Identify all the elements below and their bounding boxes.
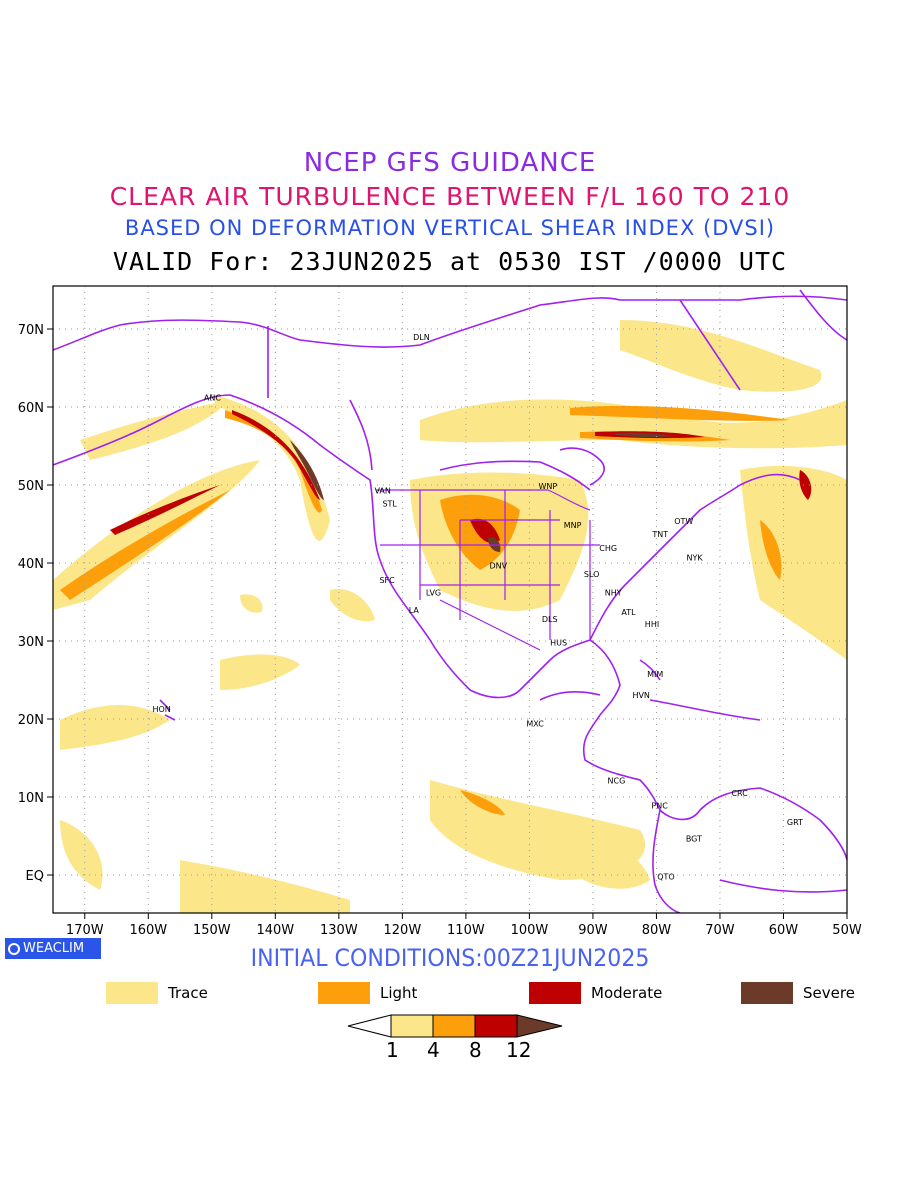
colorbar-low-arrow [347,1014,392,1038]
lat-label: EQ [26,869,44,884]
station-label-bgt: BGT [686,834,702,843]
station-label-mim: MIM [647,670,663,679]
colorbar-light-segment [432,1014,476,1038]
chart-title-line3: BASED ON DEFORMATION VERTICAL SHEAR INDE… [124,216,776,240]
legend-label-trace: Trace [168,984,208,1002]
lon-label: 110W [447,923,485,938]
coastlines [53,289,847,913]
station-label-nhy: NHY [605,589,622,598]
lon-label: 170W [66,923,104,938]
legend-swatch-moderate [529,982,581,1004]
lon-label: 120W [384,923,422,938]
station-label-pnc: PNC [651,802,668,811]
station-label-grt: GRT [787,818,803,827]
legend-label-moderate: Moderate [591,984,663,1002]
legend-swatch-light [318,982,370,1004]
chart-title-line1: NCEP GFS GUIDANCE [303,148,597,178]
colorbar-moderate-segment [474,1014,518,1038]
latitude-labels: 70N 60N 50N 40N 30N 20N 10N EQ [18,323,53,884]
station-label-dls: DLS [542,615,558,624]
lon-label: 80W [642,923,672,938]
lat-label: 40N [18,557,44,572]
station-label-hhi: HHI [645,620,659,629]
legend-item-moderate: Moderate [529,982,662,1004]
lon-label: 50W [832,923,862,938]
colorbar-high-arrow [516,1014,563,1038]
colorbar-label-8: 8 [469,1038,482,1062]
station-label-van: VAN [374,486,390,495]
chart-title-line2: CLEAR AIR TURBULENCE BETWEEN F/L 160 TO … [109,182,791,211]
station-label-hvn: HVN [632,691,649,700]
legend-swatch-severe [741,982,793,1004]
station-label-nyk: NYK [686,554,703,563]
station-label-sfc: SFC [379,576,395,585]
longitude-labels: 170W 160W 150W 140W 130W 120W 110W 100W 90W 80W 70… [66,913,862,938]
station-label-atl: ATL [621,608,636,617]
station-labels: ANC DLN VAN STL WNP MNP OTW TNT CHG NYK DNV SFC LVG S… [152,333,803,882]
colorbar-label-12: 12 [506,1038,532,1062]
station-label-la: LA [409,606,420,615]
map-frame [52,285,848,914]
lat-label: 60N [18,401,44,416]
station-label-slo: SLO [584,570,600,579]
lat-label: 20N [18,713,44,728]
logo-text: WEACLIM [23,941,85,956]
station-label-dnv: DNV [489,561,507,570]
colorbar-trace-segment [390,1014,434,1038]
lon-label: 160W [129,923,167,938]
lat-label: 30N [18,635,44,650]
station-label-qto: QTO [657,873,674,882]
legend-item-trace: Trace [106,982,208,1004]
lat-label: 50N [18,479,44,494]
station-label-ncg: NCG [608,777,626,786]
station-label-mxc: MXC [526,720,544,729]
station-label-lvg: LVG [426,589,441,598]
political-boundaries [376,489,600,651]
lon-label: 150W [193,923,231,938]
initial-conditions: INITIAL CONDITIONS:00Z21JUN2025 [250,944,650,972]
lon-label: 90W [578,923,608,938]
station-label-chg: CHG [599,544,617,553]
lon-label: 100W [511,923,549,938]
lon-label: 130W [320,923,358,938]
turbulence-field [53,320,847,913]
legend-swatch-trace [106,982,158,1004]
station-label-mnp: MNP [564,521,582,530]
lon-label: 70W [705,923,735,938]
lat-label: 10N [18,791,44,806]
station-label-otw: OTW [674,517,693,526]
colorbar [347,1014,563,1038]
logo-icon [8,942,20,955]
station-label-stl: STL [382,500,397,509]
station-label-tnt: TNT [651,530,668,539]
trace-areas [53,320,847,913]
legend-label-severe: Severe [803,984,855,1002]
legend-item-light: Light [318,982,417,1004]
station-label-crc: CRC [731,789,748,798]
station-label-anc: ANC [204,394,221,403]
station-label-wnp: WNP [538,482,557,491]
station-label-hus: HUS [550,639,567,648]
lon-label: 60W [769,923,799,938]
legend-item-severe: Severe [741,982,855,1004]
weaclim-logo: WEACLIM [5,938,101,959]
lat-label: 70N [18,323,44,338]
station-label-hon: HON [152,705,170,714]
chart-title-line4: VALID For: 23JUN2025 at 0530 IST /0000 U… [112,247,788,276]
colorbar-label-4: 4 [427,1038,440,1062]
legend-label-light: Light [380,984,418,1002]
station-label-dln: DLN [413,333,430,342]
lon-label: 140W [256,923,294,938]
colorbar-label-1: 1 [386,1038,399,1062]
light-areas [60,405,790,815]
